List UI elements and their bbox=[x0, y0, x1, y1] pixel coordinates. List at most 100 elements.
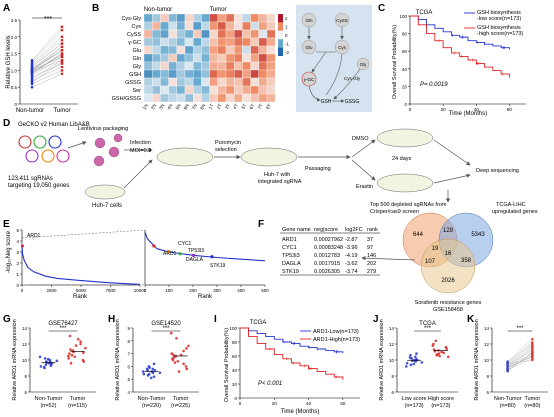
heatmap-cell bbox=[160, 37, 169, 47]
strip-y-tick-label: 8 bbox=[24, 374, 27, 379]
panel-a-pair-line bbox=[31, 66, 63, 81]
heatmap-cell bbox=[234, 77, 243, 87]
heatmap-cell bbox=[217, 21, 227, 31]
panel-d-lentivirus: Lentivirus packaging bbox=[78, 126, 128, 132]
panel-i-x-tick-label: 40 bbox=[306, 401, 312, 406]
panel-letter: J bbox=[373, 314, 379, 325]
panel-c-y-tick-label: 80 bbox=[402, 32, 408, 37]
heatmap-cell bbox=[168, 45, 177, 55]
panel-a-point-tumor bbox=[60, 48, 64, 52]
strip-y-tick-label: 4 bbox=[127, 390, 130, 395]
heatmap-cell bbox=[242, 77, 251, 87]
strip-point bbox=[82, 351, 85, 355]
heatmap-cell bbox=[258, 21, 268, 31]
panel-j: J TCGA Relative ARD1 mRNA expression 6 8 10 12… bbox=[373, 314, 458, 409]
pathway-label-cyss: CySS bbox=[336, 18, 348, 23]
heatmap-cell bbox=[242, 37, 251, 47]
heatmap-cell bbox=[258, 61, 268, 71]
panel-d-sgrnas-l1: 123,411 sgRNAs bbox=[8, 176, 53, 182]
heatmap-cell bbox=[201, 37, 210, 47]
heatmap-cell bbox=[217, 45, 227, 55]
panel-d-passaging: Passaging bbox=[305, 166, 331, 172]
heatmap-cell bbox=[176, 77, 186, 87]
heatmap-cell bbox=[225, 13, 235, 23]
heatmap-cell bbox=[209, 37, 218, 47]
heatmap-cell bbox=[184, 13, 194, 23]
panel-b: B Non-tumor Tumor Cys-Gly Cys CySS γ-GC Glu G… bbox=[92, 3, 289, 110]
heatmap-cell bbox=[184, 69, 194, 79]
panel-e-label-dagla: DAGLA bbox=[186, 257, 204, 263]
arrow-icon bbox=[351, 139, 376, 158]
strip-point bbox=[179, 353, 183, 357]
panel-a-pair-line bbox=[31, 61, 63, 83]
cell-dish-icon bbox=[240, 147, 298, 167]
heatmap-cell bbox=[266, 13, 276, 23]
strip-pair-line bbox=[507, 348, 533, 365]
heatmap-cell bbox=[258, 77, 268, 87]
strip-point bbox=[185, 367, 189, 371]
panel-c-survival-curves bbox=[410, 15, 510, 78]
panel-c-x-tick-label: 60 bbox=[507, 107, 513, 112]
panel-a-pair-line bbox=[31, 50, 63, 71]
table-header-cell: log2FC bbox=[345, 227, 363, 233]
panel-a-pair-line bbox=[31, 63, 63, 78]
heatmap-cell bbox=[201, 61, 210, 71]
heatmap-row-label: Glu bbox=[132, 48, 141, 54]
heatmap-legend-swatch bbox=[278, 47, 283, 56]
heatmap-cell bbox=[234, 21, 243, 31]
strip-point bbox=[152, 362, 156, 366]
heatmap-row-label: Ser bbox=[132, 88, 141, 94]
panel-e-xlabel-zoom: Rank bbox=[198, 294, 213, 300]
strip-point bbox=[176, 359, 180, 363]
panel-a-pair-line bbox=[31, 73, 63, 88]
heatmap-cell bbox=[250, 37, 259, 47]
strip-point bbox=[39, 365, 43, 368]
n-label: (n=80) bbox=[524, 403, 540, 409]
panel-b-color-legend: 2 1 0 -1 -2 bbox=[278, 14, 289, 56]
panel-a-point-normal bbox=[30, 70, 34, 74]
significance: *** bbox=[424, 326, 432, 332]
panel-f: F Gene name neg|score log2FC rank ARD1 0.0002… bbox=[258, 190, 538, 313]
panel-i-legend-low: ARD1-Low(n=173) bbox=[313, 329, 359, 335]
heatmap-cell bbox=[168, 21, 177, 31]
heatmap-cell bbox=[168, 53, 177, 63]
n-label: (n=173) bbox=[431, 403, 450, 409]
table-cell: CYC1 bbox=[282, 245, 297, 251]
panel-e-main-curve bbox=[21, 245, 141, 285]
panel-e-gene-point bbox=[166, 249, 170, 254]
pathway-arrow-to-ygc bbox=[311, 51, 327, 73]
panel-title: TCGA bbox=[419, 321, 436, 327]
cell-dish-icon bbox=[84, 184, 126, 200]
strip-point bbox=[438, 354, 441, 358]
strip-y-tick-label: 14 bbox=[389, 326, 395, 331]
arrow-icon bbox=[361, 256, 416, 261]
panel-e-point-ard1-main bbox=[20, 244, 24, 248]
panel-a-point-normal bbox=[30, 65, 34, 69]
plasmid-icon bbox=[25, 149, 39, 163]
heatmap-cell bbox=[176, 53, 186, 63]
heatmap-cell bbox=[176, 85, 186, 95]
heatmap-cell bbox=[184, 21, 194, 31]
table-cell: 0.0012783 bbox=[314, 253, 340, 259]
strip-point bbox=[177, 370, 181, 373]
panel-i-curves bbox=[240, 327, 344, 380]
strip-pair-line bbox=[507, 342, 533, 363]
heatmap-cell bbox=[266, 37, 276, 47]
venn-title-tcga-l2: upregulated genes bbox=[492, 209, 538, 215]
strip-point bbox=[141, 370, 145, 373]
strip-point bbox=[49, 364, 53, 367]
heatmap-legend-swatch bbox=[278, 30, 283, 40]
heatmap-cell bbox=[242, 21, 251, 31]
heatmap-cell bbox=[193, 53, 202, 63]
panel-i-title: TCGA bbox=[250, 320, 267, 326]
heatmap-cell bbox=[258, 69, 268, 79]
panel-c-y-tick-label: 100 bbox=[399, 14, 407, 19]
heatmap-cell bbox=[184, 45, 194, 55]
panel-a-y-tick-label: 1.0 bbox=[11, 68, 18, 73]
panel-a-point-tumor bbox=[60, 25, 64, 29]
strip-point bbox=[79, 340, 82, 343]
table-header-cell: rank bbox=[367, 227, 378, 233]
heatmap-cell bbox=[160, 13, 169, 23]
strip-point bbox=[440, 350, 443, 354]
strip-point bbox=[415, 352, 418, 355]
